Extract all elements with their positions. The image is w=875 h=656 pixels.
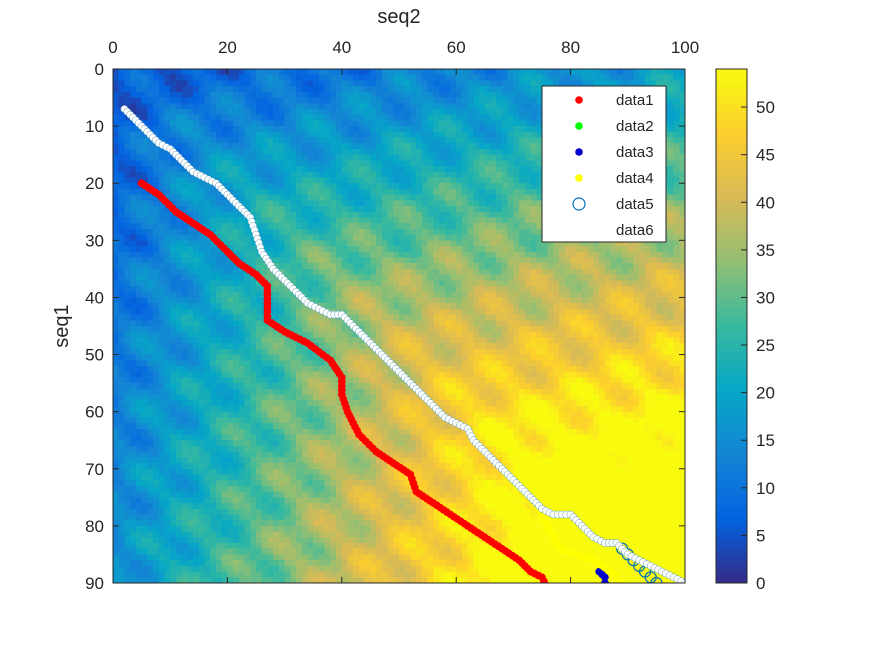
- y-tick-label: 0: [95, 60, 104, 79]
- plot-area-frame: [112, 68, 686, 584]
- colorbar-tick-label: 25: [756, 336, 775, 355]
- x-tick-label: 0: [108, 38, 117, 57]
- legend-marker: [575, 174, 583, 182]
- y-tick-label: 30: [85, 231, 104, 250]
- legend-label: data5: [616, 196, 654, 213]
- legend-entry: data6: [575, 222, 654, 239]
- legend-marker: [575, 96, 583, 104]
- x-axis: 0 20 40 60 80 100: [108, 38, 699, 583]
- legend-entry: data5: [572, 196, 654, 213]
- series-point: [540, 577, 548, 583]
- series-point: [544, 585, 551, 592]
- y-tick-label: 70: [85, 460, 104, 479]
- x-axis-label: seq2: [377, 6, 420, 28]
- y-axis-label: seq1: [51, 304, 73, 347]
- colorbar-tick-label: 30: [756, 288, 775, 307]
- colorbar-tick-label: 35: [756, 241, 775, 260]
- legend-marker: [575, 122, 583, 130]
- series-point: [618, 579, 626, 583]
- colorbar-tick-label: 0: [756, 574, 765, 593]
- series-point: [681, 579, 685, 583]
- legend-marker: [575, 226, 583, 234]
- y-tick-label: 20: [85, 174, 104, 193]
- series-point: [659, 582, 665, 583]
- legend-label: data6: [616, 222, 654, 239]
- y-tick-label: 10: [85, 117, 104, 136]
- colorbar-tick-label: 5: [756, 526, 765, 545]
- legend-label: data1: [616, 92, 654, 109]
- legend-marker: [575, 148, 583, 156]
- colorbar-tick-label: 15: [756, 431, 775, 450]
- series-data3: [595, 567, 614, 592]
- y-tick-label: 40: [85, 288, 104, 307]
- y-tick-label: 80: [85, 517, 104, 536]
- legend-label: data4: [616, 170, 654, 187]
- colorbar-ticks: 0 5 10 15 20 25 30 35 40 45 50: [741, 98, 775, 593]
- legend-box: [541, 85, 667, 243]
- legend-entry: data4: [575, 170, 654, 187]
- colorbar-tick-label: 50: [756, 98, 775, 117]
- colorbar: [715, 68, 748, 584]
- legend-entry: data1: [575, 92, 654, 109]
- x-tick-label: 80: [561, 38, 580, 57]
- legend-label: data2: [616, 118, 654, 135]
- colorbar-tick-label: 40: [756, 193, 775, 212]
- y-tick-label: 50: [85, 346, 104, 365]
- legend-label: data3: [616, 144, 654, 161]
- series-point: [542, 581, 550, 583]
- colorbar-tick-label: 10: [756, 479, 775, 498]
- x-tick-label: 60: [447, 38, 466, 57]
- series-layer: [120, 105, 685, 592]
- series-data6: [120, 105, 685, 583]
- heatmap-cells: [113, 69, 685, 583]
- series-point: [624, 585, 631, 592]
- colorbar-tick-label: 45: [756, 146, 775, 165]
- colorbar-tick-label: 20: [756, 384, 775, 403]
- legend-entry: data3: [575, 144, 654, 161]
- y-tick-label: 90: [85, 574, 104, 593]
- legend-marker: [572, 197, 586, 211]
- series-point: [650, 576, 663, 583]
- series-point: [607, 585, 614, 592]
- series-point: [601, 579, 609, 583]
- legend: data1 data2 data3 data4 data5 data6: [541, 85, 667, 243]
- x-tick-label: 20: [218, 38, 237, 57]
- series-data1: [137, 179, 551, 592]
- y-axis: 0 10 20 30 40 50 60 70 80 90: [85, 60, 685, 593]
- y-tick-label: 60: [85, 403, 104, 422]
- x-tick-label: 40: [332, 38, 351, 57]
- x-tick-label: 100: [671, 38, 699, 57]
- legend-entry: data2: [575, 118, 654, 135]
